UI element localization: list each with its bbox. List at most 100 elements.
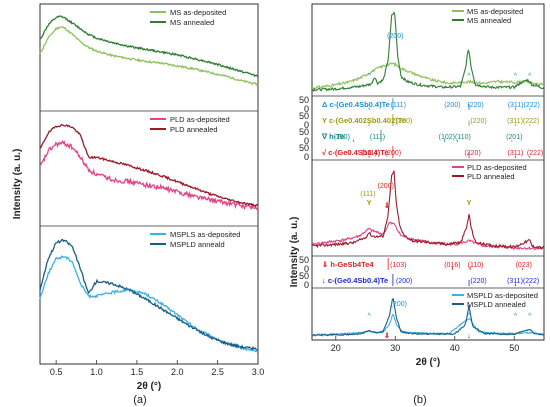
y-tick-label: 50 [299, 127, 309, 137]
hkl-label: (103) [390, 262, 406, 269]
peak-marker: Y [467, 198, 472, 207]
x-tick-label: 2.5 [211, 367, 224, 377]
hkl-label: (200) [385, 150, 401, 157]
peak-marker: ^ [467, 73, 471, 80]
legend-label: MSPLD as-deposited [467, 291, 538, 300]
series-line [311, 170, 545, 250]
x-tick-label: 1.5 [131, 367, 144, 377]
reference-label: Y c-(Ge0.402Sb0.402)Te [322, 116, 406, 125]
panel-b-y-label: Intensity (a. u.) [289, 217, 300, 288]
series-line [311, 313, 545, 336]
legend-label: PLD as-deposited [170, 115, 230, 124]
series-line [312, 11, 545, 93]
peak-marker: ^ [514, 313, 518, 320]
x-tick-label: 2.0 [171, 367, 184, 377]
hkl-label: (016) [444, 262, 460, 269]
y-tick-label: 50 [299, 255, 309, 265]
peak-marker: ^ [367, 73, 371, 80]
peak-marker: ^ [528, 73, 532, 80]
hkl-label: (201) [506, 134, 522, 141]
series-line [39, 255, 259, 353]
peak-label: (200) [378, 183, 394, 190]
hkl-label: (311)(222) [508, 102, 540, 109]
legend-label: MS as-deposited [170, 8, 226, 17]
legend-label: MS annealed [170, 18, 214, 27]
reference-rows: 500 ⇓ h-GeSb4Te4 (103) (016) (110) (023)500 ↓ … [299, 255, 539, 290]
series-line [39, 26, 259, 87]
hkl-label: (111) [361, 150, 376, 157]
reference-label: √ c-(Ge0.4Sb0.4)Te [322, 148, 389, 157]
y-tick-label: 50 [299, 143, 309, 153]
legend-label: MSPLD annealed [467, 300, 526, 309]
peak-label: (200) [391, 301, 407, 308]
hkl-label: (311) [508, 150, 524, 157]
x-tick-label: 3.0 [252, 367, 265, 377]
reference-label: ↓ c-(Ge0.4Sb0.4)Te [322, 276, 388, 285]
panel-b-x-label: 2θ (°) [416, 357, 440, 368]
peak-marker: ^ [528, 313, 532, 320]
hkl-label: (220) [467, 102, 483, 109]
hkl-label: (220) [470, 278, 486, 285]
hkl-label: (200) [396, 118, 412, 125]
peak-marker: ⇓ [384, 201, 390, 210]
legend-label: MSPLD anneald [170, 240, 225, 249]
hkl-label: (110) [468, 262, 484, 269]
series-line [311, 61, 545, 90]
series-line [311, 297, 545, 337]
y-tick-label: 0 [304, 264, 309, 274]
y-tick-label: 0 [304, 152, 309, 162]
x-tick-label: 1.0 [90, 367, 103, 377]
peak-label: (200) [387, 33, 403, 40]
hkl-label: (111) [391, 102, 406, 109]
hkl-label: (311)(222) [507, 118, 539, 125]
series-line [39, 123, 259, 208]
peak-marker: ↓ [467, 331, 471, 340]
panel-a-x-label: 2θ (°) [137, 381, 161, 392]
panel-a-caption: (a) [133, 394, 146, 406]
hkl-label: (111) [370, 134, 385, 141]
y-tick-label: 0 [304, 120, 309, 130]
panel-b-frame [311, 3, 545, 341]
y-tick-label: 50 [299, 95, 309, 105]
hkl-label: (200) [444, 102, 460, 109]
x-tick-label: 20 [331, 343, 341, 353]
panel-a-y-label: Intensity (a. u.) [12, 149, 23, 220]
panel-a-x-ticks: 0.5 1.0 1.5 2.0 2.5 3.0 [50, 360, 264, 377]
legend-label: PLD as-deposited [467, 163, 527, 172]
peak-marker: ^ [467, 313, 471, 320]
series-line [39, 15, 259, 78]
y-tick-label: 0 [304, 280, 309, 290]
legend-label: PLD annealed [467, 172, 515, 181]
y-tick-label: 50 [299, 271, 309, 281]
reference-label: ⇓ h-GeSb4Te4 [322, 260, 374, 269]
peak-marker: ^ [367, 313, 371, 320]
hkl-label: (222) [527, 150, 543, 157]
legend-label: PLD annealed [170, 125, 218, 134]
reference-rows: 500 Δ c-(Ge0.4Sb0.4)Te (111) (200) (220) (311… [299, 95, 543, 162]
series-line [311, 221, 545, 251]
y-tick-label: 50 [299, 111, 309, 121]
reference-label: Δ c-(Ge0.4Sb0.4)Te [322, 100, 390, 109]
hkl-label: (100) [334, 134, 350, 141]
reference-label: ∇ h-Te [321, 132, 344, 141]
hkl-label: (311)(222) [507, 278, 539, 285]
hkl-label: (220) [464, 150, 480, 157]
peak-marker: Y [367, 198, 372, 207]
x-tick-label: 30 [390, 343, 400, 353]
peak-label: (111) [360, 191, 375, 198]
hkl-label: (220) [470, 118, 486, 125]
legend-label: MSPLS as-deposited [170, 230, 240, 239]
x-tick-label: 40 [450, 343, 460, 353]
x-tick-label: 0.5 [50, 367, 63, 377]
x-tick-label: 50 [509, 343, 519, 353]
series-line [39, 139, 259, 211]
peak-marker: ⇓ [384, 331, 390, 340]
